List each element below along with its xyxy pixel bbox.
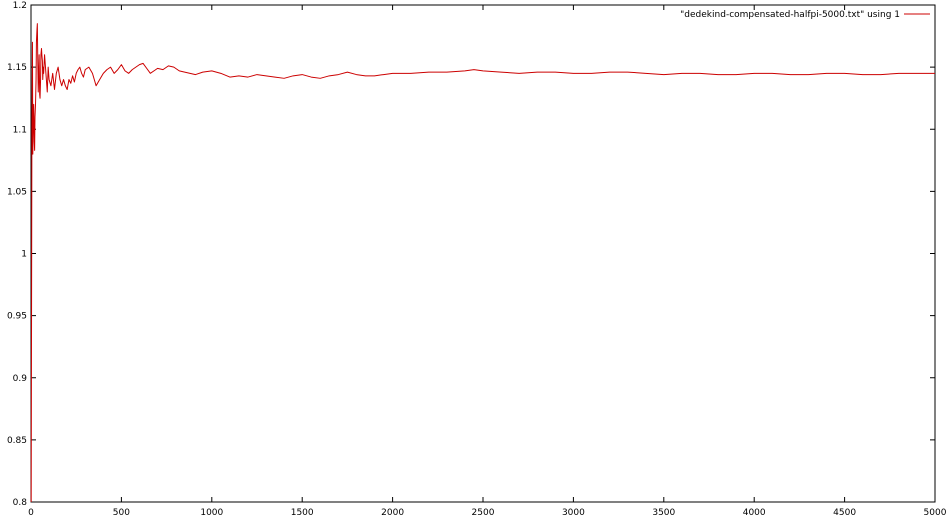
y-tick-label: 1.2 [13,1,27,11]
x-tick-label: 2000 [381,508,404,518]
x-tick-label: 4000 [743,508,766,518]
y-tick-label: 0.8 [13,498,28,508]
x-tick-label: 3500 [652,508,675,518]
x-tick-label: 500 [113,508,130,518]
y-tick-label: 1.1 [13,125,27,135]
y-tick-label: 1.05 [7,187,27,197]
y-tick-label: 1.15 [7,63,27,73]
y-tick-label: 0.9 [13,374,28,384]
y-tick-label: 0.95 [7,312,27,322]
y-tick-label: 0.85 [7,436,27,446]
series-group [30,23,935,503]
y-axis-tick-labels: 0.8 0.85 0.9 0.95 1 1.05 1.1 1.15 1.2 [7,1,27,508]
legend: "dedekind-compensated-halfpi-5000.txt" u… [680,10,930,20]
x-tick-label: 4500 [833,508,856,518]
x-tick-label: 1000 [200,508,223,518]
x-tick-label: 3000 [562,508,585,518]
legend-label: "dedekind-compensated-halfpi-5000.txt" u… [680,10,900,20]
x-tick-label: 2500 [472,508,495,518]
series-line [30,23,935,503]
x-tick-label: 0 [28,508,34,518]
y-tick-label: 1 [21,250,27,260]
x-axis-tick-labels: 0 500 1000 1500 2000 2500 3000 3500 4000 4500 5000 [28,508,946,518]
x-tick-label: 5000 [924,508,946,518]
x-tick-label: 1500 [291,508,314,518]
x-axis-ticks [30,5,936,502]
